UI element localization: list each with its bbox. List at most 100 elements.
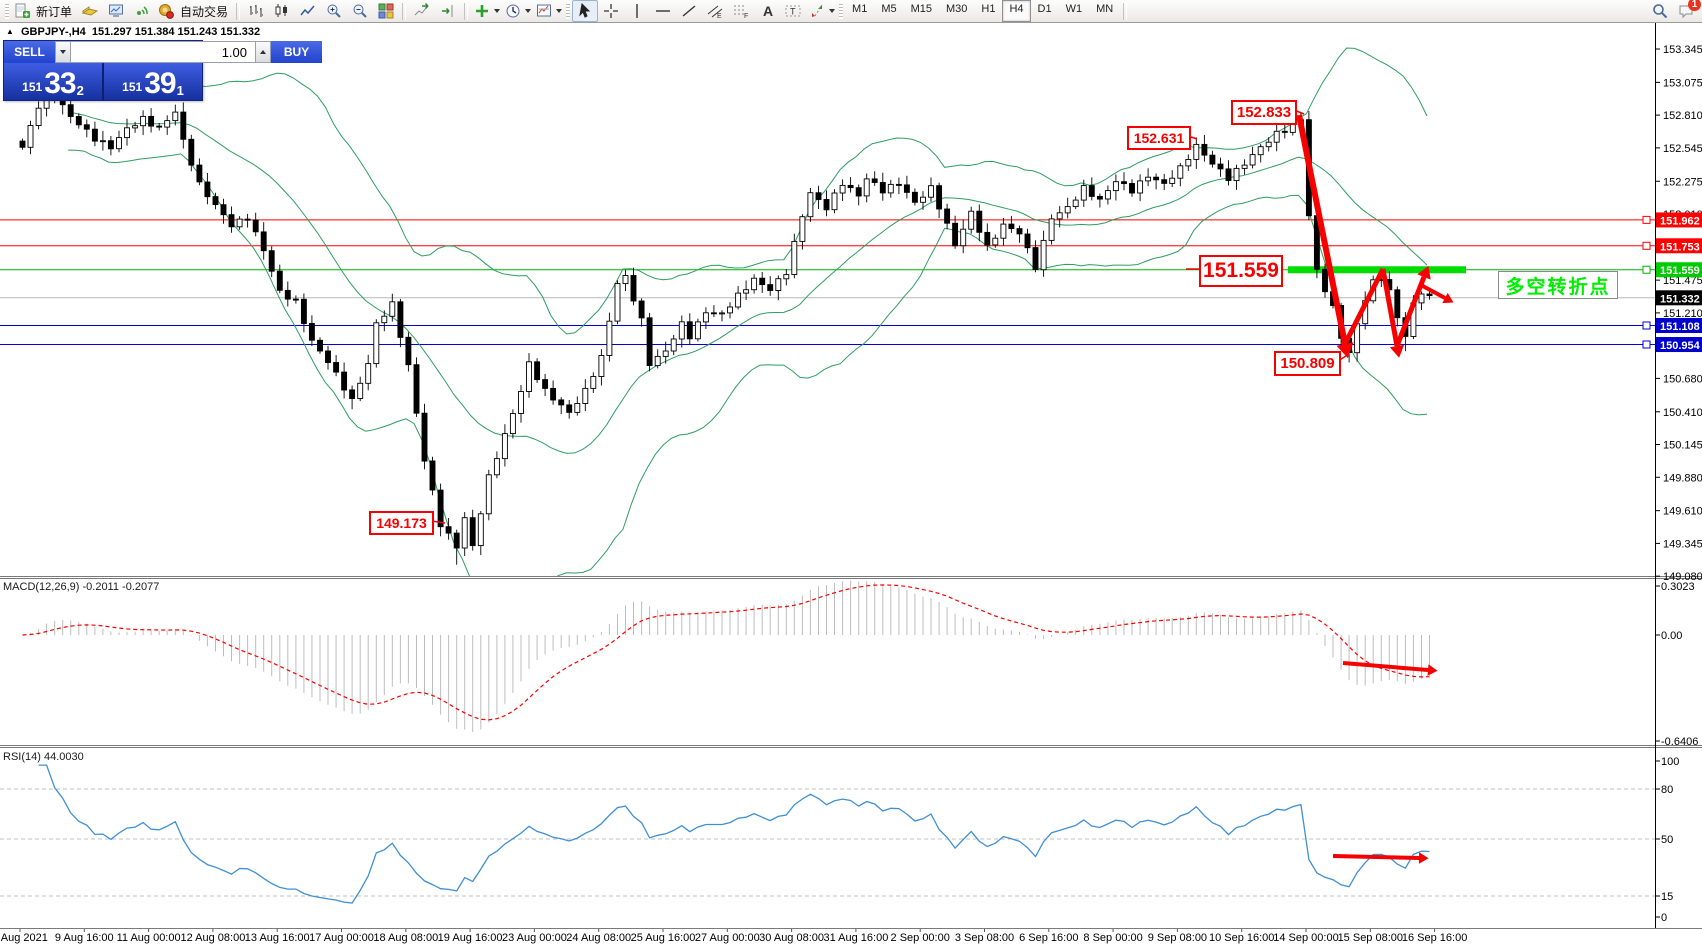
timeframe-w1-button[interactable]: W1 bbox=[1065, 3, 1083, 15]
channel-button[interactable]: E bbox=[702, 0, 728, 22]
templates-button[interactable] bbox=[533, 0, 564, 22]
crosshair-button[interactable] bbox=[598, 0, 624, 22]
chart-shift-button[interactable] bbox=[435, 0, 461, 22]
profile-button[interactable] bbox=[77, 0, 103, 22]
price-flag-label: 151.108 bbox=[1660, 321, 1700, 333]
svg-text:F: F bbox=[744, 13, 748, 20]
candle-body bbox=[598, 355, 605, 377]
sell-price-button[interactable]: 151 33 2 bbox=[4, 63, 102, 100]
buy-button[interactable]: BUY bbox=[271, 41, 322, 63]
label-button[interactable]: T bbox=[780, 0, 806, 22]
timeframe-m1-button[interactable]: M1 bbox=[852, 3, 868, 15]
hline-handle[interactable] bbox=[1642, 265, 1651, 274]
zoom-out-button[interactable] bbox=[347, 0, 373, 22]
turning-point-note[interactable]: 多空转折点 bbox=[1498, 271, 1618, 299]
price-axis: 153.345153.075152.810152.545152.275152.0… bbox=[1655, 44, 1702, 924]
price-callout-150.809[interactable]: 150.809 bbox=[1274, 351, 1341, 376]
time-tick-label: 17 Aug 00:00 bbox=[309, 932, 374, 944]
candle-body bbox=[27, 125, 34, 148]
candle-body bbox=[743, 289, 750, 294]
fibonacci-button[interactable]: F bbox=[728, 0, 754, 22]
timeframe-m15-button[interactable]: M15 bbox=[910, 3, 932, 15]
price-callout-149.173[interactable]: 149.173 bbox=[369, 511, 434, 535]
timeframe-d1-button[interactable]: D1 bbox=[1037, 3, 1052, 15]
volume-decrease-button[interactable] bbox=[55, 41, 71, 63]
timeframe-m30-button[interactable]: M30 bbox=[946, 3, 968, 15]
volume-input[interactable] bbox=[71, 41, 255, 63]
candle-body bbox=[936, 185, 943, 210]
market-watch-button[interactable] bbox=[103, 0, 129, 22]
zoom-in-button[interactable] bbox=[321, 0, 347, 22]
candle-body bbox=[1418, 293, 1425, 304]
candle-body bbox=[727, 306, 733, 314]
price-callout-152.833[interactable]: 152.833 bbox=[1231, 100, 1297, 125]
candle-body bbox=[1193, 143, 1200, 160]
trend-arrows[interactable] bbox=[1296, 114, 1454, 864]
search-button[interactable] bbox=[1647, 0, 1673, 22]
timeframe-mn-button[interactable]: MN bbox=[1096, 3, 1114, 15]
hline-handle[interactable] bbox=[1642, 241, 1651, 250]
candle-body bbox=[566, 404, 573, 413]
candle-body bbox=[260, 231, 267, 252]
candle-body bbox=[228, 214, 235, 228]
collapse-triangle-icon[interactable]: ▲ bbox=[6, 27, 14, 36]
candle-body bbox=[1088, 185, 1095, 197]
candle-body bbox=[1032, 247, 1039, 271]
signal-button[interactable] bbox=[129, 0, 155, 22]
candle-body bbox=[654, 355, 661, 367]
autotrading-button[interactable]: 自动交易 bbox=[155, 0, 233, 22]
timeframe-h1-button[interactable]: H1 bbox=[981, 3, 996, 15]
doc-new-button[interactable]: 新订单 bbox=[11, 0, 77, 22]
candle-body bbox=[1257, 146, 1264, 156]
red-trend-arrow[interactable] bbox=[1380, 268, 1400, 347]
cursor-button[interactable] bbox=[572, 0, 599, 22]
hline-handle[interactable] bbox=[1642, 340, 1651, 349]
sell-button[interactable]: SELL bbox=[4, 41, 55, 63]
timeframe-h4-button[interactable]: H4 bbox=[1002, 0, 1031, 22]
buy-price-button[interactable]: 151 39 1 bbox=[104, 63, 202, 100]
hline-button[interactable] bbox=[650, 0, 676, 22]
indicators-button[interactable] bbox=[471, 0, 502, 22]
candle-body bbox=[132, 125, 139, 129]
line-chart-button[interactable] bbox=[295, 0, 321, 22]
price-callout-152.631[interactable]: 152.631 bbox=[1127, 126, 1191, 150]
price-flag-label: 150.954 bbox=[1660, 340, 1701, 352]
timeframe-m5-button[interactable]: M5 bbox=[881, 3, 897, 15]
hline-handle[interactable] bbox=[1642, 215, 1651, 224]
trendline-button[interactable] bbox=[676, 0, 702, 22]
candle-body bbox=[188, 138, 195, 166]
candle-body bbox=[308, 323, 315, 341]
candle-body bbox=[1265, 141, 1272, 148]
candle-body bbox=[300, 298, 307, 324]
hline-handle[interactable] bbox=[1642, 321, 1651, 330]
candle-body bbox=[911, 191, 918, 203]
time-tick-label: 10 Sep 16:00 bbox=[1209, 932, 1274, 944]
candle-body bbox=[976, 210, 983, 233]
red-trend-arrow[interactable] bbox=[1394, 276, 1427, 347]
support-zone-bar[interactable] bbox=[1288, 266, 1466, 274]
spin-up-icon bbox=[260, 50, 266, 54]
vline-button[interactable] bbox=[624, 0, 650, 22]
arrows-button[interactable] bbox=[806, 0, 837, 22]
periods-button[interactable] bbox=[502, 0, 533, 22]
auto-scroll-button[interactable] bbox=[409, 0, 435, 22]
candle-body bbox=[453, 532, 460, 549]
candle-chart-button[interactable] bbox=[269, 0, 295, 22]
red-trend-arrow[interactable] bbox=[1296, 114, 1348, 345]
red-trend-arrow[interactable] bbox=[1332, 854, 1420, 860]
signal-icon bbox=[133, 2, 151, 20]
time-tick-label: 24 Aug 08:00 bbox=[566, 932, 631, 944]
candle-body bbox=[268, 250, 275, 272]
bar-chart-button[interactable] bbox=[243, 0, 269, 22]
text-button[interactable]: A bbox=[754, 0, 780, 22]
price-callout-151.559[interactable]: 151.559 bbox=[1199, 255, 1283, 287]
macd-scale-label: -0.6406 bbox=[1661, 736, 1698, 748]
red-trend-arrow[interactable] bbox=[1342, 661, 1429, 672]
red-trend-arrow[interactable] bbox=[1342, 267, 1386, 346]
volume-increase-button[interactable] bbox=[255, 41, 271, 63]
candle-body bbox=[574, 403, 581, 413]
chat-button[interactable]: 1 bbox=[1673, 0, 1701, 22]
red-trend-arrow[interactable] bbox=[1418, 282, 1446, 300]
tile-windows-button[interactable] bbox=[373, 0, 399, 22]
